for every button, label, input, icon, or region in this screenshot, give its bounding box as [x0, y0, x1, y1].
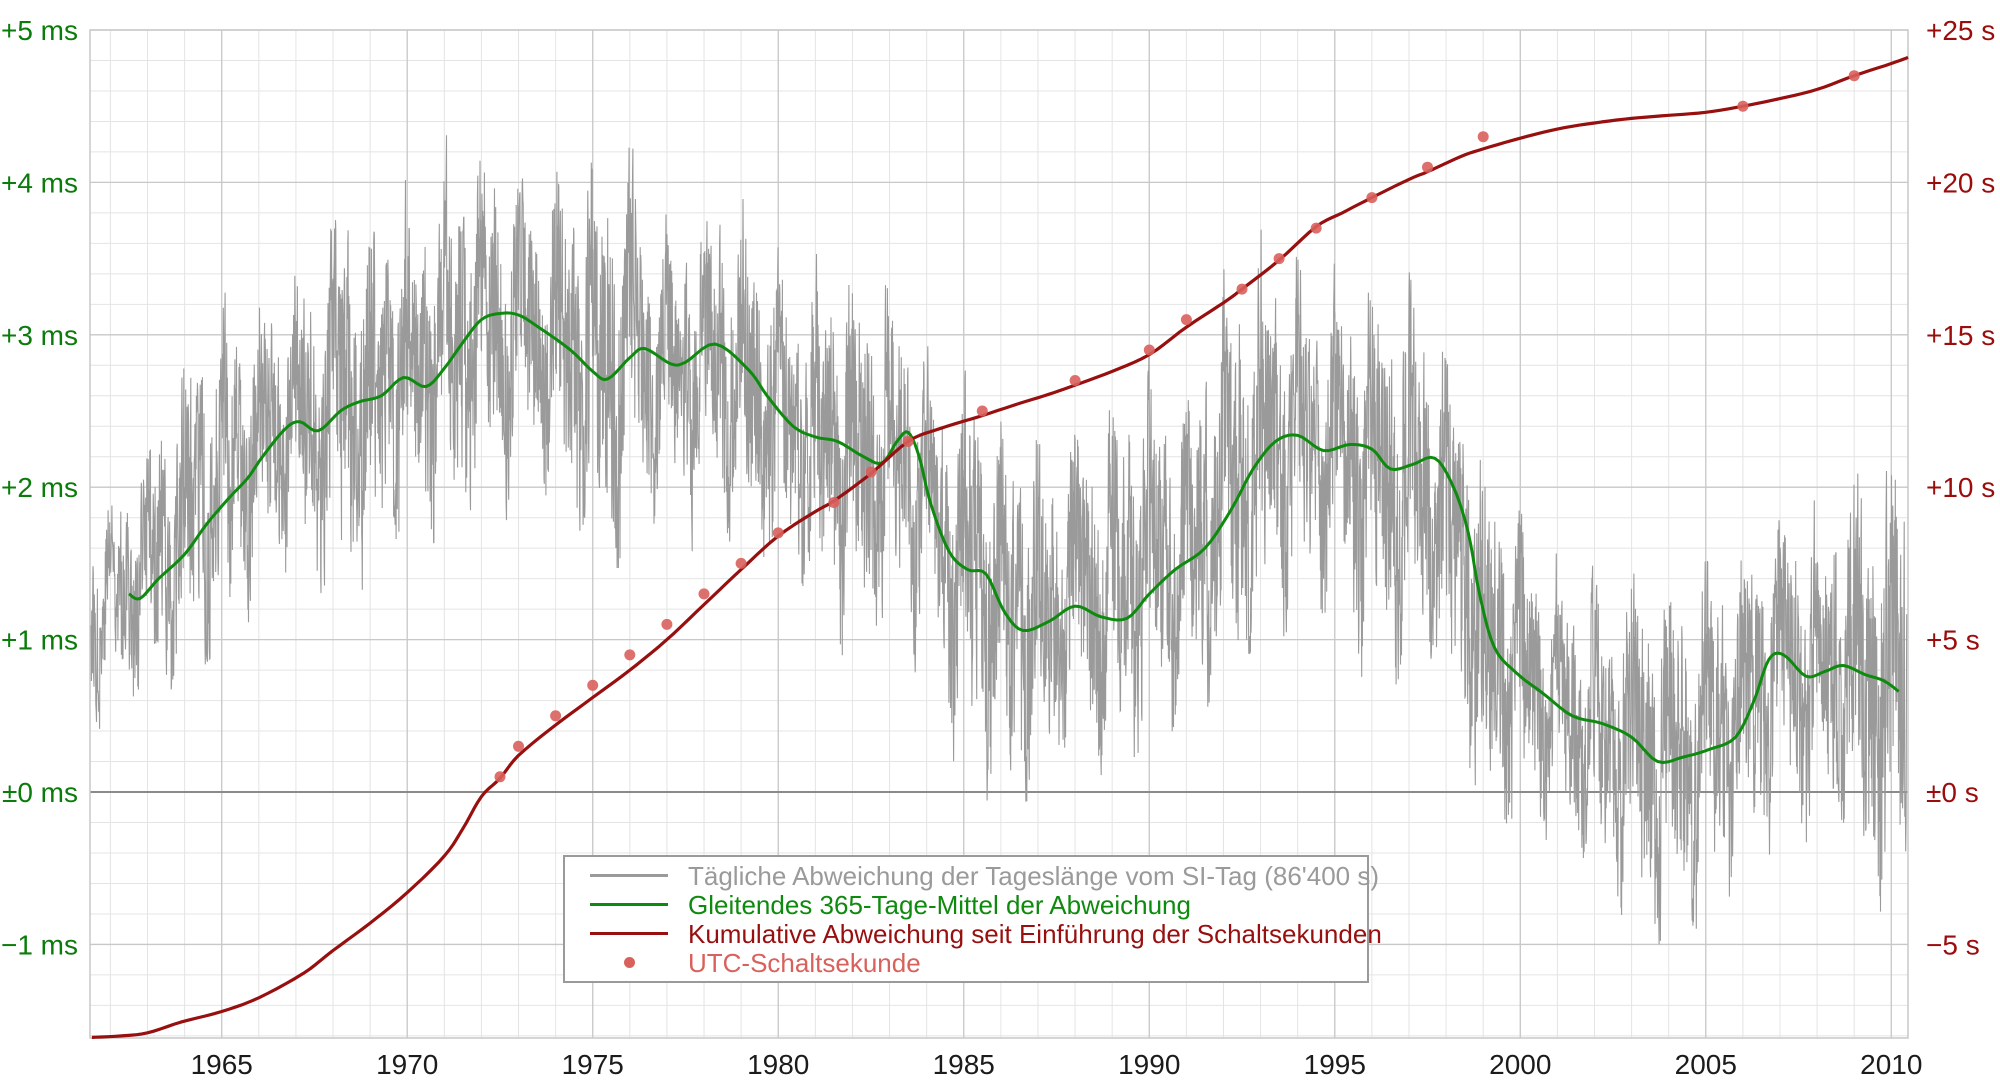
y-axis-right-tick-label: ±0 s: [1926, 777, 1979, 808]
leap-second-dot: [1236, 283, 1248, 295]
series-cumulative-deviation: [91, 55, 1909, 1039]
legend-item-cumulative-deviation: Kumulative Abweichung seit Einführung de…: [590, 920, 1382, 948]
leap-second-dot-swatch: [590, 957, 668, 968]
y-axis-right-tick-label: +15 s: [1926, 320, 1995, 351]
leap-second-dot: [976, 405, 988, 417]
leap-second-dot: [772, 527, 784, 539]
x-axis-tick-label: 2005: [1675, 1049, 1737, 1080]
x-axis-tick-label: 1985: [933, 1049, 995, 1080]
y-axis-right-tick-label: −5 s: [1926, 929, 1980, 960]
leap-second-dot: [698, 588, 710, 600]
y-axis-right-tick-label: +10 s: [1926, 472, 1995, 503]
leap-second-dot: [1180, 314, 1192, 326]
y-axis-right-tick-label: +20 s: [1926, 167, 1995, 198]
x-axis-tick-label: 1965: [191, 1049, 253, 1080]
legend-label-leap-second: UTC-Schaltsekunde: [688, 947, 921, 978]
y-axis-left-tick-label: ±0 ms: [2, 777, 78, 808]
leap-second-dot: [1848, 70, 1860, 82]
leap-second-dot: [1273, 253, 1285, 265]
leap-second-dot: [1477, 131, 1489, 143]
leap-second-dot: [1310, 222, 1322, 234]
leap-second-dot: [828, 497, 840, 508]
y-axis-left-tick-label: +3 ms: [1, 320, 78, 351]
leap-second-dot: [735, 557, 747, 569]
legend-item-365day-mean: Gleitendes 365-Tage-Mittel der Abweichun…: [590, 891, 1357, 919]
green-line-swatch: [590, 903, 668, 906]
x-axis-tick-label: 1975: [562, 1049, 624, 1080]
x-axis-tick-label: 2010: [1860, 1049, 1922, 1080]
series-365day-mean: [128, 311, 1900, 764]
legend-item-leap-second: UTC-Schaltsekunde: [590, 949, 1357, 977]
y-axis-right-tick-label: +5 s: [1926, 625, 1980, 656]
plot-border: [89, 29, 1909, 1039]
leap-second-dot: [1069, 375, 1081, 386]
legend-item-daily-deviation: Tägliche Abweichung der Tageslänge vom S…: [590, 862, 1379, 890]
leap-second-dot: [661, 618, 673, 630]
y-axis-left-tick-label: +1 ms: [1, 625, 78, 656]
x-axis-tick-label: 2000: [1489, 1049, 1551, 1080]
leap-second-dot: [1143, 344, 1155, 356]
x-axis-tick-label: 1970: [376, 1049, 438, 1080]
y-axis-left-tick-label: +4 ms: [1, 167, 78, 198]
x-axis-tick-label: 1990: [1118, 1049, 1180, 1080]
leap-second-dot: [494, 771, 506, 783]
x-axis-tick-label: 1980: [747, 1049, 809, 1080]
darkred-line-swatch: [590, 932, 668, 935]
chart-legend: Tägliche Abweichung der Tageslänge vom S…: [563, 855, 1382, 983]
legend-label-cumulative-deviation: Kumulative Abweichung seit Einführung de…: [688, 918, 1382, 949]
leap-second-dot: [587, 679, 599, 691]
legend-label-365day-mean: Gleitendes 365-Tage-Mittel der Abweichun…: [688, 889, 1191, 920]
leap-second-dot: [624, 649, 636, 661]
leap-second-dot: [513, 740, 524, 752]
y-axis-right-tick-label: +25 s: [1926, 15, 1995, 46]
leap-second-dot: [1422, 161, 1433, 173]
y-axis-left-tick-label: +2 ms: [1, 472, 78, 503]
series-daily-deviation: [90, 135, 1908, 945]
y-axis-left-tick-label: +5 ms: [1, 15, 78, 46]
leap-second-dot: [902, 436, 914, 447]
legend-label-daily-deviation: Tägliche Abweichung der Tageslänge vom S…: [688, 860, 1380, 891]
y-axis-left-tick-label: −1 ms: [1, 929, 78, 960]
leap-second-dot: [865, 466, 877, 478]
x-axis-tick-label: 1995: [1304, 1049, 1366, 1080]
leap-second-dot: [1366, 192, 1378, 204]
gray-line-swatch: [590, 874, 668, 877]
leap-second-dot: [550, 710, 562, 722]
leap-second-dot: [1737, 100, 1749, 112]
